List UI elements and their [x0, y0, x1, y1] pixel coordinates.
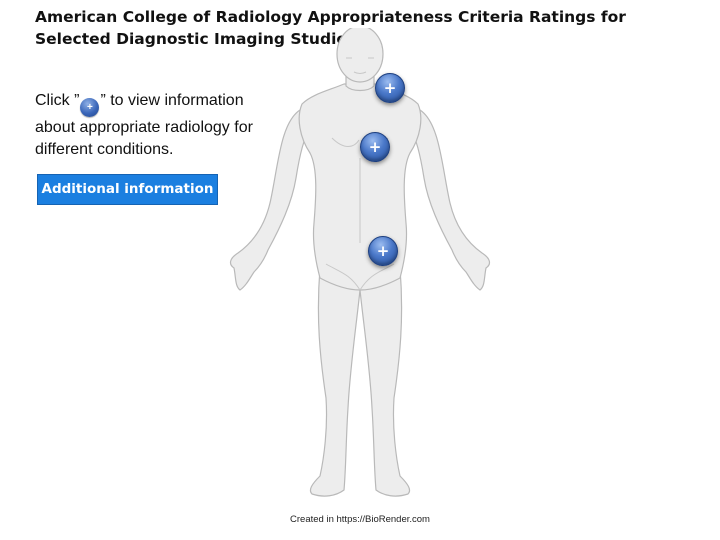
instructions-prefix: Click ”: [35, 92, 80, 109]
instructions-suffix: ” to view information about appropriate …: [35, 92, 253, 158]
page-title: American College of Radiology Appropriat…: [35, 8, 626, 48]
biorender-credit: Created in https://BioRender.com: [290, 514, 430, 525]
neck-hotspot-plus-button[interactable]: +: [375, 73, 405, 103]
human-body-illustration: [229, 28, 491, 497]
instructions-text: Click ” +” to view information about appr…: [35, 90, 285, 160]
abdomen-hotspot-plus-button[interactable]: +: [368, 236, 398, 266]
inline-plus-icon: +: [80, 98, 100, 117]
chest-hotspot-plus-button[interactable]: +: [360, 132, 390, 162]
additional-information-button[interactable]: Additional information: [37, 174, 218, 205]
